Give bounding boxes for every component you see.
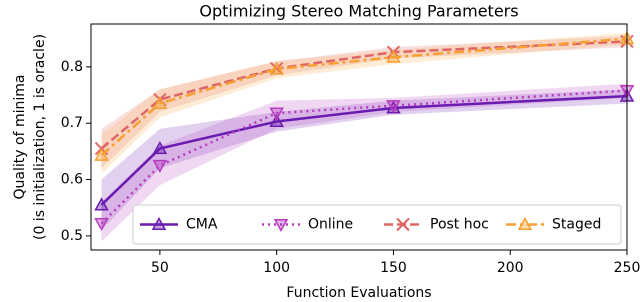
series-line: [100, 89, 628, 225]
y-axis-label: Quality of minima: [12, 75, 28, 200]
x-tick-label: 100: [263, 260, 290, 276]
x-axis-label: Function Evaluations: [286, 285, 431, 301]
legend-marker: [396, 217, 410, 232]
data-point: [152, 95, 168, 110]
legend-label: Online: [308, 217, 353, 233]
data-point: [269, 107, 284, 121]
y-tick-label: 0.6: [61, 172, 83, 188]
data-point: [386, 100, 401, 114]
data-point: [94, 147, 109, 161]
legend-box: [132, 204, 622, 245]
y-tick-label: 0.8: [61, 59, 83, 75]
series-line: [100, 94, 628, 206]
confidence-band: [101, 89, 627, 231]
data-point: [269, 61, 284, 76]
data-point: [269, 113, 284, 128]
legend-marker: [273, 218, 289, 233]
data-point: [152, 159, 168, 174]
data-point: [152, 141, 168, 155]
plot-frame: [90, 23, 628, 251]
y-tick-label: 0.7: [61, 115, 83, 131]
legend-marker: [151, 216, 167, 231]
legend-label: Staged: [552, 217, 601, 233]
x-tick-label: 200: [497, 260, 524, 276]
legend-label: CMA: [186, 217, 218, 233]
data-point: [94, 197, 109, 211]
x-tick-label: 250: [614, 260, 640, 276]
confidence-band: [101, 83, 627, 242]
confidence-band: [101, 35, 627, 169]
legend-label: Post hoc: [430, 217, 489, 233]
data-point: [269, 61, 284, 75]
x-tick-label: 150: [380, 260, 407, 276]
chart-title: Optimizing Stereo Matching Parameters: [199, 2, 518, 21]
data-point: [94, 217, 109, 232]
y-tick-label: 0.5: [61, 228, 83, 244]
legend: CMA Online Post hoc Staged: [132, 204, 622, 245]
data-point: [386, 49, 401, 63]
x-tick-label: 50: [151, 260, 169, 276]
y-axis-label: (0 is initialization, 1 is oracle): [32, 34, 48, 240]
legend-marker: [517, 216, 533, 231]
